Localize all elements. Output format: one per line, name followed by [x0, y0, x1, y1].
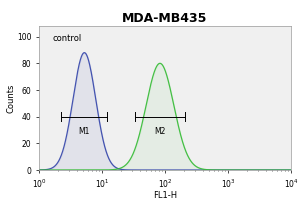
- X-axis label: FL1-H: FL1-H: [153, 191, 177, 200]
- Text: M2: M2: [154, 127, 166, 136]
- Y-axis label: Counts: Counts: [7, 83, 16, 113]
- Text: control: control: [53, 34, 82, 43]
- Text: M1: M1: [78, 127, 90, 136]
- Title: MDA-MB435: MDA-MB435: [122, 12, 208, 25]
